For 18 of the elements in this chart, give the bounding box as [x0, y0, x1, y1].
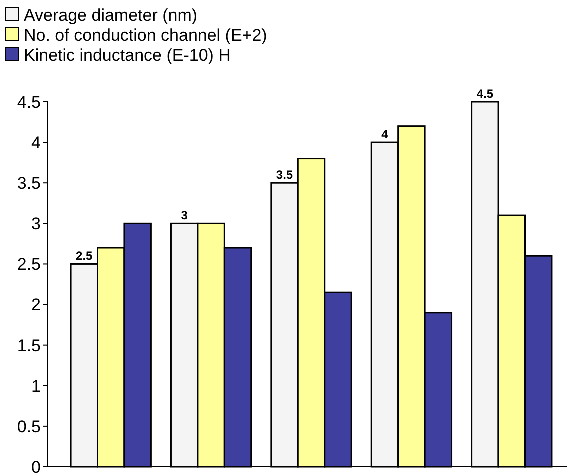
data-label: 3 [181, 208, 188, 223]
y-tick-label: 2 [32, 296, 41, 315]
data-label: 2.5 [76, 249, 94, 264]
y-tick-label: 1 [32, 376, 41, 396]
data-label: 4 [382, 128, 389, 142]
data-label: 4.5 [476, 87, 494, 101]
legend-label: Average diameter (nm) [24, 6, 198, 25]
y-tick-label: 0 [32, 458, 41, 476]
y-tick-label: 4 [32, 134, 41, 153]
y-tick-label: 2.5 [17, 255, 41, 274]
legend-label: No. of conduction channel (E+2) [24, 26, 268, 45]
y-tick-label: 1.5 [17, 336, 41, 356]
y-tick-label: 0.5 [17, 417, 41, 436]
y-tick-label: 3.5 [17, 174, 41, 194]
data-label: 3.5 [276, 168, 294, 182]
legend-label: Kinetic inductance (E-10) H [24, 46, 231, 65]
y-tick-label: 4.5 [17, 92, 41, 112]
y-tick-label: 3 [32, 214, 41, 234]
